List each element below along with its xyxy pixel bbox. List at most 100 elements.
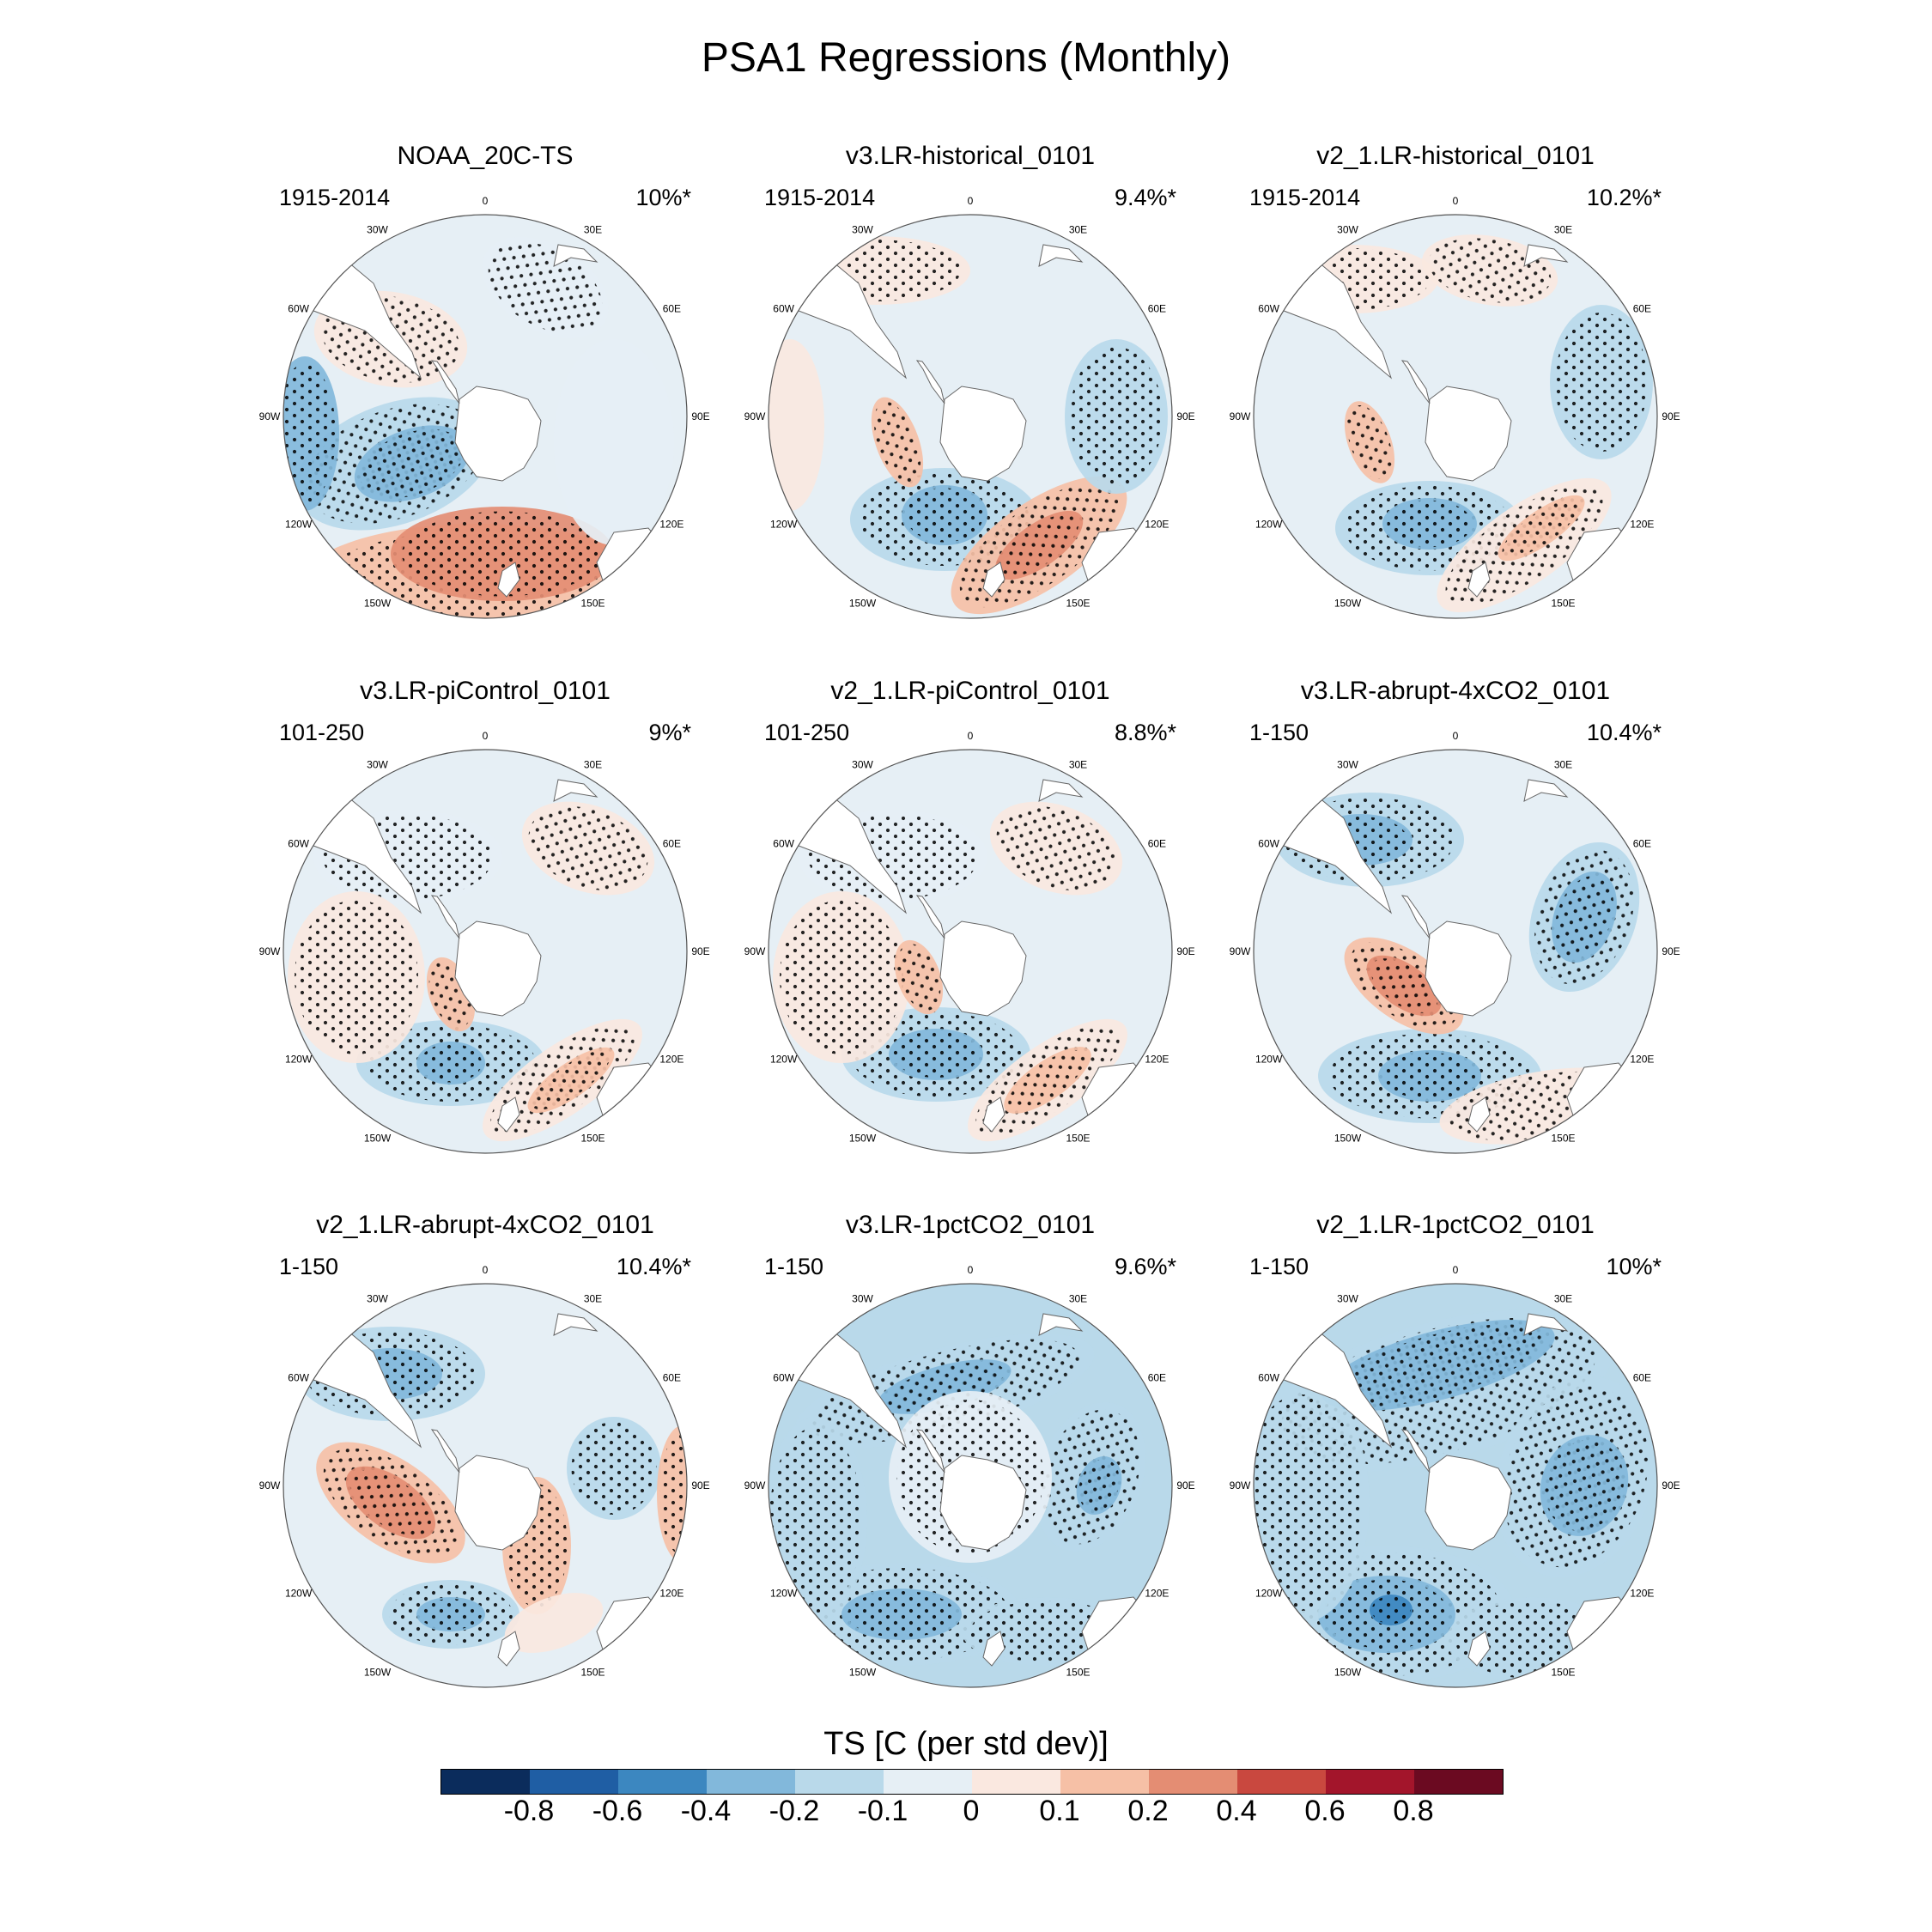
land-nz [982,562,1005,598]
panel-variance-pct: 10.4%* [1586,720,1662,745]
panel-title: v2_1.LR-1pctCO2_0101 [1316,1211,1595,1239]
panel-variance-pct: 10%* [635,185,691,210]
polar-map: 030E60E90E120E150E180150W120W90W60W30W [259,195,710,619]
significance-stipple [1555,313,1648,452]
longitude-label: 120W [1255,519,1283,531]
longitude-label: 60W [288,303,309,315]
longitude-label: 0 [483,1264,489,1276]
land-antarctica [939,386,1027,482]
significance-stipple [906,488,983,543]
longitude-label: 0 [1453,195,1459,207]
land-nz [1467,1631,1491,1667]
panel-variance-pct: 9%* [648,720,691,745]
land-samerica [793,261,908,380]
longitude-label: 150W [1334,1666,1362,1678]
colorbar-tick-label: -0.6 [592,1795,643,1827]
figure-title: PSA1 Regressions (Monthly) [701,35,1231,81]
land-antarctica [939,920,1027,1017]
map-boundary [283,214,688,619]
land-peninsula [430,1429,460,1473]
longitude-label: 0 [968,730,974,742]
significance-stipple [528,806,648,890]
significance-stipple [848,1591,956,1637]
land-peninsula [915,360,945,404]
significance-stipple [996,806,1116,890]
significance-stipple [769,1427,862,1613]
significance-stipple [295,900,418,1054]
longitude-label: 30E [584,224,602,236]
longitude-label: 120E [1630,519,1654,531]
longitude-label: 60E [663,1372,681,1384]
longitude-label: 120W [770,519,798,531]
longitude-label: 30E [1069,759,1087,771]
colorbar-swatch [441,1770,530,1794]
map-boundary [1253,214,1658,619]
land-antarctica [1425,920,1512,1017]
map-boundary [1253,1283,1658,1688]
longitude-label: 120W [770,1054,798,1066]
longitude-label: 30E [1554,1293,1572,1305]
longitude-label: 30E [584,759,602,771]
map-field [1254,1284,1657,1687]
panel-title: v3.LR-historical_0101 [845,142,1096,170]
longitude-label: 90E [1176,1479,1194,1492]
longitude-label: 0 [1453,730,1459,742]
map-field [283,1284,687,1687]
significance-stipple [970,1601,1125,1662]
anomaly-region [504,1593,604,1653]
longitude-label: 60W [288,838,309,850]
land-peninsula [1400,895,1431,939]
panel-title: v2_1.LR-historical_0101 [1316,142,1595,170]
longitude-label: 90E [1176,410,1194,422]
land-peninsula [915,1429,945,1473]
longitude-label: 30W [1337,1293,1358,1305]
longitude-label: 90W [744,945,766,957]
longitude-label: 30W [852,224,873,236]
longitude-label: 60E [663,303,681,315]
polar-map: 030E60E90E120E150E180150W120W90W60W30W [1230,1264,1680,1688]
significance-stipple [1008,1050,1087,1110]
colorbar-swatch [1326,1770,1414,1794]
longitude-label: 120E [1145,1588,1169,1600]
colorbar-swatch [707,1770,795,1794]
longitude-label: 60E [1148,303,1166,315]
colorbar [440,1769,1504,1795]
polar-map: 030E60E90E120E150E180150W120W90W60W30W [744,195,1195,619]
longitude-label: 0 [483,730,489,742]
longitude-label: 150E [1066,1132,1090,1144]
longitude-label: 90W [259,1479,281,1492]
colorbar-tick-label: 0.6 [1304,1795,1346,1827]
land-antarctica [939,1455,1027,1551]
land-africa [553,244,598,267]
land-africa [553,1313,598,1336]
colorbar-tick-label: -0.8 [503,1795,555,1827]
longitude-label: 60W [773,1372,794,1384]
colorbar-swatch [884,1770,972,1794]
longitude-label: 150W [364,597,392,609]
significance-stipple [350,1469,431,1536]
colorbar-title: TS [C (per std dev)] [823,1726,1109,1762]
colorbar-tick-label: 0.1 [1039,1795,1080,1827]
land-africa [1038,244,1084,267]
colorbar-tick-label: 0.2 [1127,1795,1169,1827]
longitude-label: 150E [1551,1132,1575,1144]
panel-years: 1-150 [1249,720,1309,745]
land-nz [1467,562,1491,598]
significance-stipple [571,1422,657,1515]
significance-stipple [873,401,921,483]
panel-years: 1-150 [279,1254,339,1279]
longitude-label: 150E [580,597,605,609]
land-africa [553,779,598,802]
land-nz [497,1097,520,1133]
map-boundary [768,214,1173,619]
panel-years: 1-150 [1249,1254,1309,1279]
map-panel-v2-1-historical: v2_1.LR-historical_0101 1915-2014 10.2%*… [1215,142,1696,623]
longitude-label: 0 [968,1264,974,1276]
panel-years: 1915-2014 [764,185,876,210]
map-panel-v3-historical: v3.LR-historical_0101 1915-2014 9.4%* 0 3… [730,142,1211,623]
land-samerica [1279,261,1393,380]
land-samerica [793,796,908,914]
land-antarctica [1425,1455,1512,1551]
land-antarctica [454,920,542,1017]
longitude-label: 120W [770,1588,798,1600]
